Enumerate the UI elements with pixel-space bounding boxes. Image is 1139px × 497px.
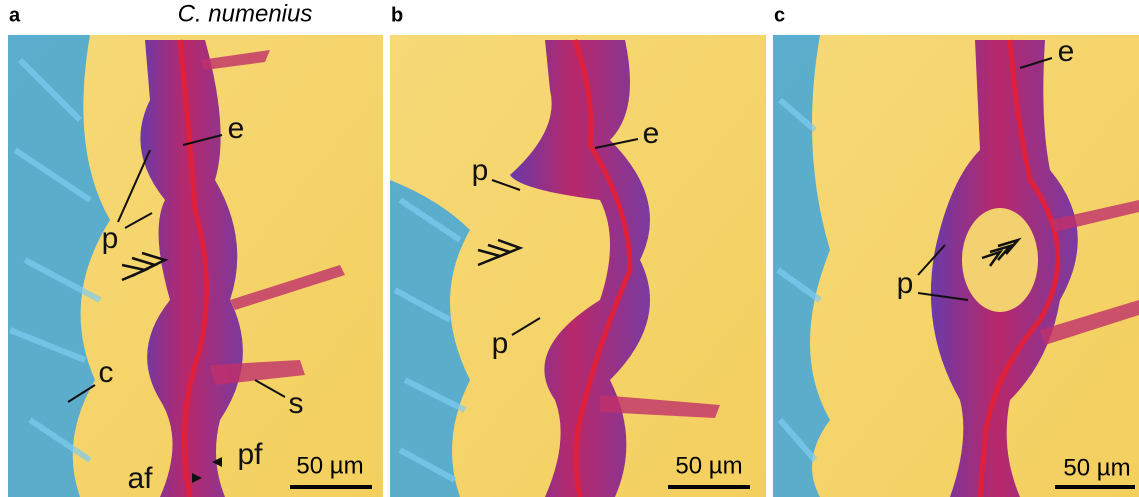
arrow-symbol xyxy=(121,251,169,282)
leader-line xyxy=(254,379,286,398)
leader-line xyxy=(124,212,153,229)
panel-letter: b xyxy=(391,4,403,26)
leader-line xyxy=(67,384,96,403)
leader-line xyxy=(511,317,541,336)
leader-line xyxy=(182,134,223,146)
arrowhead xyxy=(212,457,222,467)
leader-line xyxy=(117,149,151,223)
panel-b-image xyxy=(390,35,766,497)
label: p xyxy=(492,327,509,360)
leader-line xyxy=(491,179,521,191)
arrow-symbol xyxy=(981,237,1022,267)
label: p xyxy=(472,154,489,187)
scale-bar-label: 50 µm xyxy=(296,452,363,479)
label: p xyxy=(897,267,914,300)
leader-line xyxy=(1019,57,1053,69)
label: e xyxy=(643,117,660,150)
panel-letter: a xyxy=(9,4,21,26)
label: e xyxy=(228,112,245,145)
label: af xyxy=(127,462,153,495)
scale-bar-label: 50 µm xyxy=(675,452,742,479)
panel-a-image xyxy=(8,35,383,497)
leader-line xyxy=(917,292,969,301)
arrow-symbol xyxy=(477,238,524,267)
label: s xyxy=(289,387,304,420)
panel-letter: c xyxy=(774,4,785,26)
label: pf xyxy=(237,438,263,471)
label: c xyxy=(99,356,114,389)
panel-title: C. numenius xyxy=(178,0,313,27)
leader-line xyxy=(594,138,639,149)
arrowhead xyxy=(192,473,202,483)
label: e xyxy=(1058,35,1075,68)
label: p xyxy=(102,222,119,255)
scale-bar-label: 50 µm xyxy=(1063,454,1130,481)
leader-line xyxy=(917,244,946,276)
panel-c-image xyxy=(773,35,1139,497)
